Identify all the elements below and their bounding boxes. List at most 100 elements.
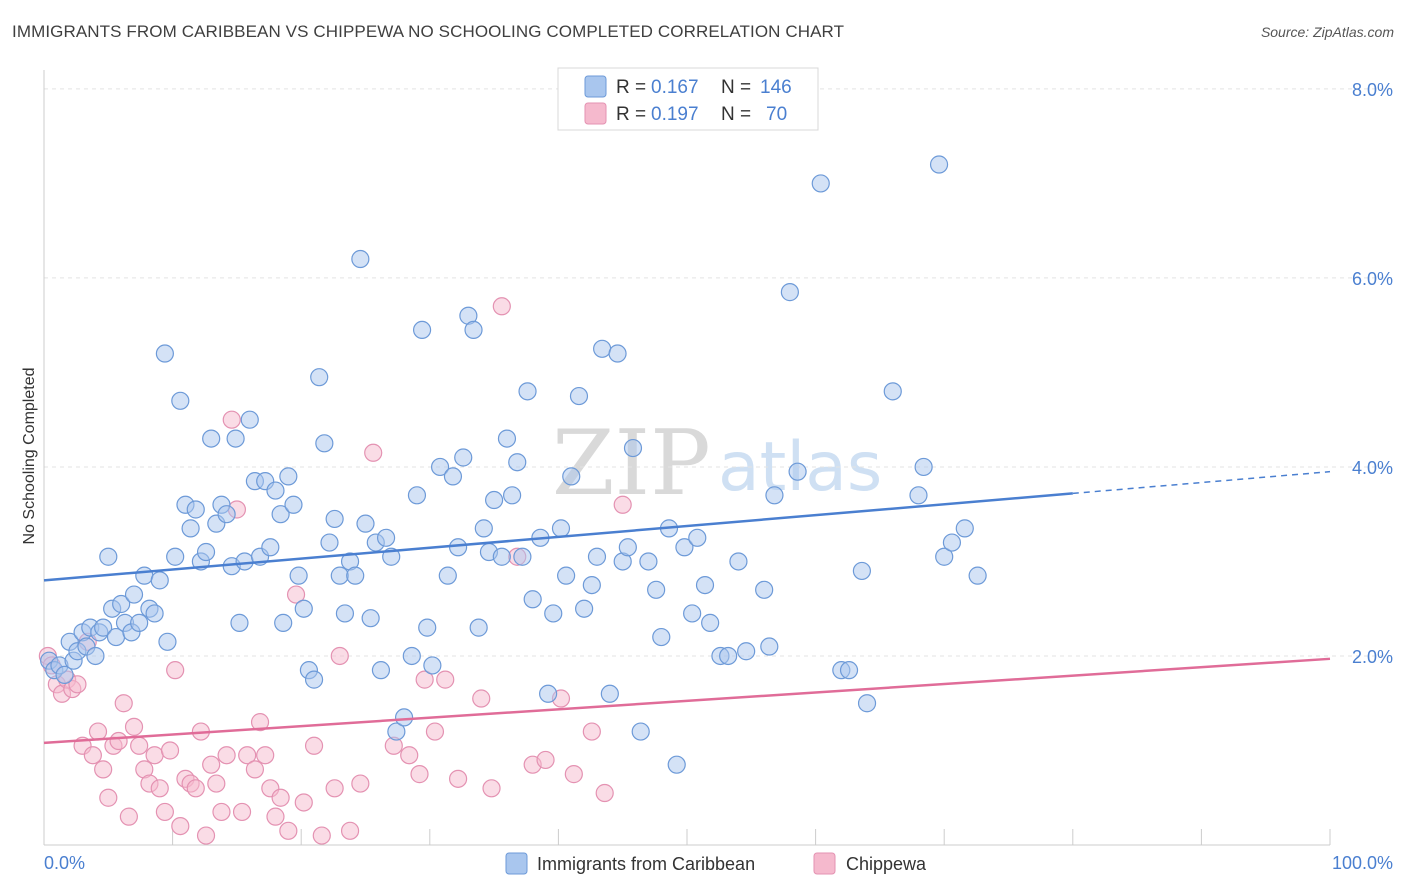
chippewa-point: [482, 779, 501, 798]
caribbean-point: [361, 609, 380, 628]
chippewa-point: [207, 774, 226, 793]
caribbean-point: [675, 538, 694, 557]
caribbean-point: [166, 547, 185, 566]
caribbean-point: [284, 495, 303, 514]
caribbean-point: [469, 618, 488, 637]
caribbean-point: [387, 722, 406, 741]
caribbean-point: [695, 575, 715, 595]
chippewa-point: [613, 495, 632, 514]
chippewa-point: [415, 670, 434, 689]
chippewa-point: [186, 779, 205, 798]
chippewa-point: [250, 713, 270, 732]
caribbean-point: [474, 519, 493, 538]
caribbean-point: [755, 580, 774, 599]
caribbean-point: [202, 429, 221, 448]
chippewa-point: [266, 807, 285, 826]
bottom-legend-swatch-pink: [813, 852, 836, 875]
caribbean-point: [412, 320, 432, 340]
chippewa-point: [68, 675, 87, 694]
caribbean-point: [701, 613, 720, 632]
caribbean-point: [320, 533, 339, 552]
bottom-legend-chippewa: Chippewa: [846, 854, 927, 874]
caribbean-point: [394, 708, 414, 727]
caribbean-point: [423, 656, 442, 675]
chippewa-point: [595, 783, 614, 803]
caribbean-point: [55, 665, 74, 684]
caribbean-point: [539, 684, 558, 703]
caribbean-point: [266, 481, 285, 500]
y-tick-label-1: 4.0%: [1352, 458, 1393, 478]
chippewa-point: [217, 746, 236, 765]
chippewa-point: [279, 821, 298, 840]
caribbean-point: [857, 694, 877, 713]
legend-swatch-pink: [584, 102, 607, 125]
caribbean-point: [304, 670, 324, 689]
caribbean-point: [729, 552, 748, 571]
caribbean-point: [418, 618, 437, 637]
x-tick-label-0: 0.0%: [44, 853, 85, 873]
chippewa-point: [256, 746, 275, 765]
caribbean-point: [618, 538, 637, 557]
caribbean-point: [839, 661, 859, 680]
caribbean-point: [155, 344, 174, 363]
caribbean-point: [124, 585, 144, 604]
caribbean-point: [631, 722, 650, 741]
bottom-legend-caribbean: Immigrants from Caribbean: [537, 854, 755, 874]
caribbean-point: [497, 429, 517, 448]
chippewa-point: [400, 746, 419, 765]
chippewa-point: [564, 765, 583, 784]
caribbean-point: [315, 434, 334, 453]
chippewa-point: [536, 750, 555, 770]
bottom-legend-swatch-blue: [505, 852, 528, 875]
caribbean-point: [448, 538, 468, 557]
caribbean-point: [647, 580, 666, 599]
caribbean-point: [503, 486, 522, 505]
caribbean-point: [575, 599, 594, 618]
chippewa-point: [364, 443, 383, 462]
chippewa-point: [130, 736, 149, 755]
caribbean-point: [150, 571, 169, 590]
caribbean-point: [562, 467, 581, 486]
chippewa-point: [304, 736, 324, 755]
chippewa-point: [99, 788, 118, 807]
caribbean-point: [430, 457, 450, 477]
chippewa-point: [286, 585, 306, 604]
caribbean-point: [593, 339, 612, 358]
caribbean-point: [683, 604, 702, 623]
caribbean-point: [544, 604, 563, 623]
caribbean-point: [909, 486, 928, 505]
trend-lines: [43, 470, 1331, 745]
caribbean-point: [639, 552, 658, 571]
chippewa-point: [109, 731, 128, 751]
chippewa-point: [448, 769, 468, 788]
caribbean-point: [261, 538, 280, 557]
legend-pink-r-label: R =: [616, 104, 646, 125]
y-tick-label-0: 2.0%: [1352, 647, 1393, 667]
caribbean-point: [330, 566, 349, 585]
caribbean-point: [271, 505, 290, 524]
chippewa-point: [582, 722, 601, 741]
chart-title: IMMIGRANTS FROM CARIBBEAN VS CHIPPEWA NO…: [12, 22, 845, 41]
caribbean-point: [135, 566, 154, 585]
chippewa-point: [222, 410, 241, 429]
caribbean-point: [186, 500, 205, 519]
caribbean-point: [310, 368, 329, 387]
caribbean-point: [346, 566, 365, 585]
y-tick-label-2: 6.0%: [1352, 269, 1393, 289]
chippewa-point: [312, 826, 331, 845]
caribbean-point: [235, 552, 254, 571]
correlation-legend: R = 0.167 N = 146 R = 0.197 N = 70: [557, 67, 819, 131]
caribbean-point: [130, 613, 149, 632]
caribbean-point: [464, 320, 483, 340]
caribbean-point: [852, 561, 871, 581]
chippewa-point: [425, 722, 445, 741]
caribbean-point: [443, 467, 463, 486]
caribbean-point: [171, 391, 190, 410]
caribbean-point: [94, 618, 113, 637]
caribbean-point: [376, 528, 396, 547]
caribbean-point: [811, 174, 830, 193]
caribbean-point: [438, 566, 457, 585]
caribbean-point: [667, 755, 686, 774]
caribbean-point: [719, 646, 738, 666]
